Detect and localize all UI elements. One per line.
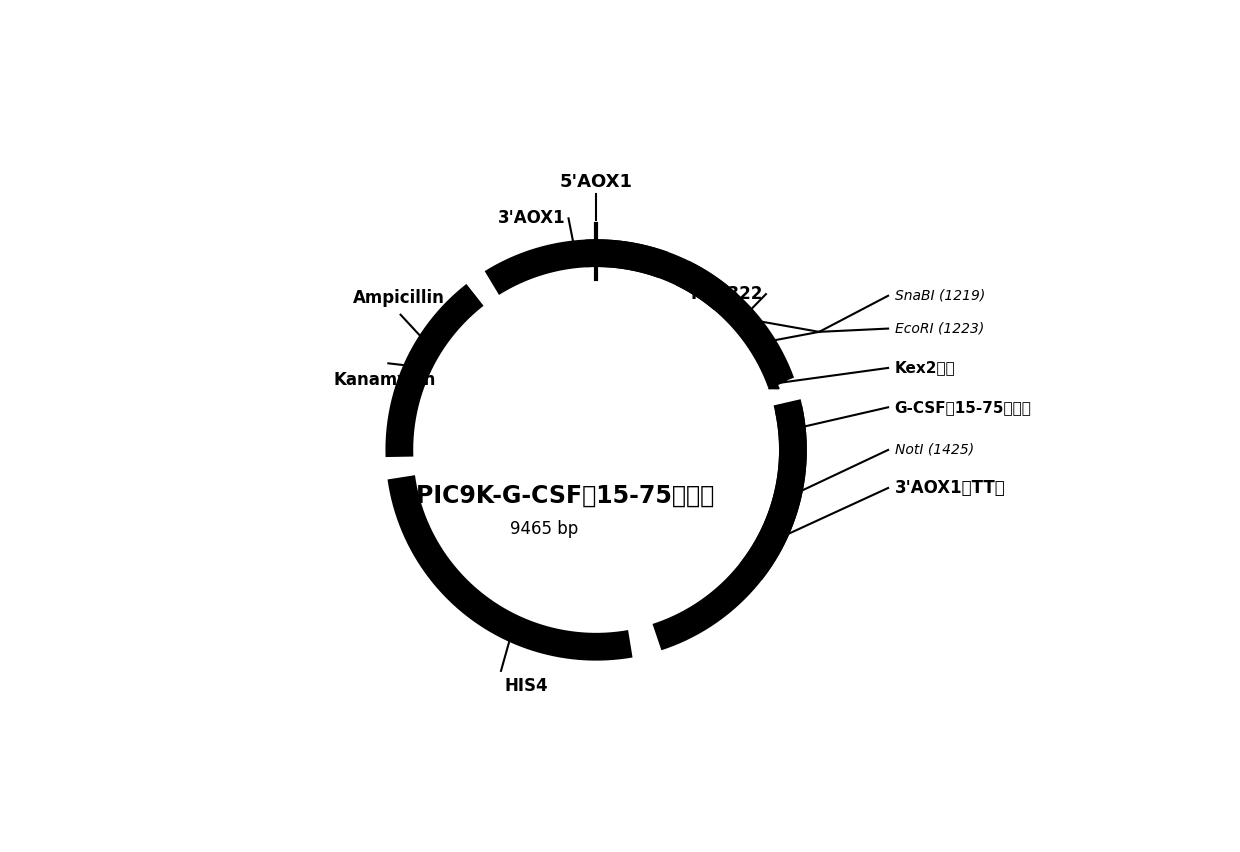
Text: HIS4: HIS4 [505, 677, 548, 695]
Text: EcoRI (1223): EcoRI (1223) [894, 321, 983, 336]
Text: Kex2位点: Kex2位点 [894, 360, 955, 376]
Text: 3'AOX1: 3'AOX1 [497, 210, 565, 227]
Text: G-CSF（15-75）多肽: G-CSF（15-75）多肽 [894, 400, 1032, 415]
Text: NotI (1425): NotI (1425) [894, 443, 973, 457]
Text: pPIC9K-G-CSF（15-75）多肽: pPIC9K-G-CSF（15-75）多肽 [399, 484, 714, 508]
Text: PBR322: PBR322 [691, 285, 763, 303]
Text: Kanamycin: Kanamycin [334, 371, 436, 389]
Text: SnaBI (1219): SnaBI (1219) [894, 289, 985, 302]
Text: 9465 bp: 9465 bp [510, 520, 578, 538]
Text: Ampicillin: Ampicillin [352, 289, 445, 307]
Text: 3'AOX1（TT）: 3'AOX1（TT） [894, 479, 1006, 497]
Text: 5'AOX1: 5'AOX1 [559, 173, 632, 191]
